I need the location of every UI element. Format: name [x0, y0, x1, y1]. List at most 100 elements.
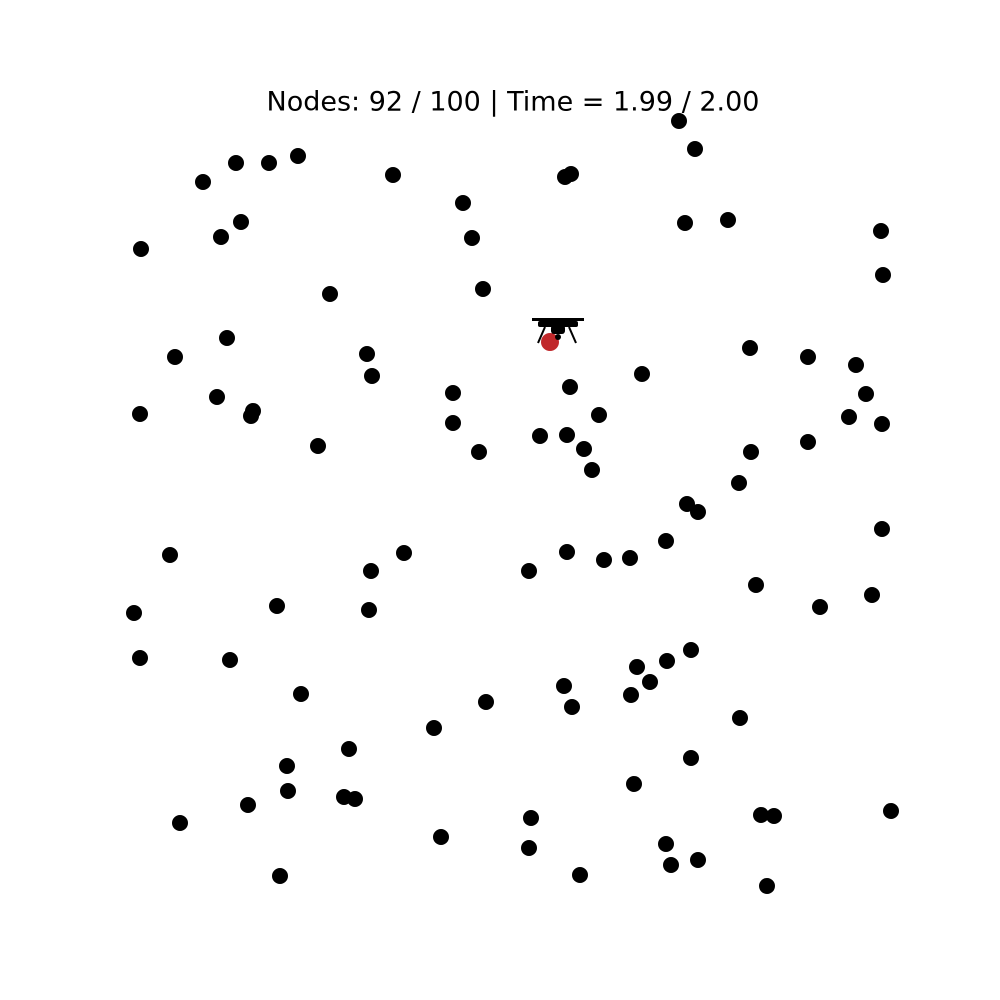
- node: [875, 267, 891, 283]
- node: [683, 750, 699, 766]
- node: [240, 797, 256, 813]
- node: [596, 552, 612, 568]
- node: [261, 155, 277, 171]
- node: [679, 496, 695, 512]
- node: [213, 229, 229, 245]
- node: [671, 113, 687, 129]
- node: [445, 415, 461, 431]
- node: [584, 462, 600, 478]
- nodes: [126, 113, 899, 894]
- node: [559, 427, 575, 443]
- node: [233, 214, 249, 230]
- node: [634, 366, 650, 382]
- node: [347, 791, 363, 807]
- drone-rotors: [532, 318, 584, 321]
- node: [219, 330, 235, 346]
- node: [228, 155, 244, 171]
- node: [322, 286, 338, 302]
- node: [874, 521, 890, 537]
- node: [564, 699, 580, 715]
- node: [659, 653, 675, 669]
- node: [269, 598, 285, 614]
- node: [293, 686, 309, 702]
- node: [572, 867, 588, 883]
- node: [800, 434, 816, 450]
- node: [132, 406, 148, 422]
- node: [874, 416, 890, 432]
- node: [883, 803, 899, 819]
- node: [280, 783, 296, 799]
- node: [310, 438, 326, 454]
- drone-body: [551, 325, 565, 334]
- node: [743, 444, 759, 460]
- node: [523, 810, 539, 826]
- node: [848, 357, 864, 373]
- node: [133, 241, 149, 257]
- node: [731, 475, 747, 491]
- node: [732, 710, 748, 726]
- node: [475, 281, 491, 297]
- node: [464, 230, 480, 246]
- node: [132, 650, 148, 666]
- node: [363, 563, 379, 579]
- node: [532, 428, 548, 444]
- node: [690, 504, 706, 520]
- drone-leg: [537, 326, 546, 344]
- drone-frame: [538, 321, 578, 327]
- node: [841, 409, 857, 425]
- node: [677, 215, 693, 231]
- node: [663, 857, 679, 873]
- node: [864, 587, 880, 603]
- node: [385, 167, 401, 183]
- node: [279, 758, 295, 774]
- node: [222, 652, 238, 668]
- node: [478, 694, 494, 710]
- node: [753, 807, 769, 823]
- node: [622, 550, 638, 566]
- node: [359, 346, 375, 362]
- title: Nodes: 92 / 100 | Time = 1.99 / 2.00: [267, 87, 760, 118]
- node: [800, 349, 816, 365]
- node: [290, 148, 306, 164]
- node: [858, 386, 874, 402]
- node: [766, 808, 782, 824]
- node: [126, 605, 142, 621]
- node: [364, 368, 380, 384]
- node: [162, 547, 178, 563]
- node: [521, 840, 537, 856]
- node: [658, 836, 674, 852]
- node: [683, 642, 699, 658]
- node: [341, 741, 357, 757]
- drone-camera: [555, 334, 561, 340]
- node: [626, 776, 642, 792]
- node: [433, 829, 449, 845]
- drone: [532, 318, 584, 351]
- node: [562, 379, 578, 395]
- node: [576, 441, 592, 457]
- node: [167, 349, 183, 365]
- node: [172, 815, 188, 831]
- node: [873, 223, 889, 239]
- node: [521, 563, 537, 579]
- node: [742, 340, 758, 356]
- node: [445, 385, 461, 401]
- node: [272, 868, 288, 884]
- node: [195, 174, 211, 190]
- node: [361, 602, 377, 618]
- node: [209, 389, 225, 405]
- node: [559, 544, 575, 560]
- node: [687, 141, 703, 157]
- node: [690, 852, 706, 868]
- drone-target: [541, 333, 559, 351]
- node: [563, 166, 579, 182]
- drone-leg: [568, 326, 577, 344]
- node: [759, 878, 775, 894]
- node: [591, 407, 607, 423]
- node: [396, 545, 412, 561]
- node: [556, 678, 572, 694]
- node: [812, 599, 828, 615]
- node: [426, 720, 442, 736]
- node: [455, 195, 471, 211]
